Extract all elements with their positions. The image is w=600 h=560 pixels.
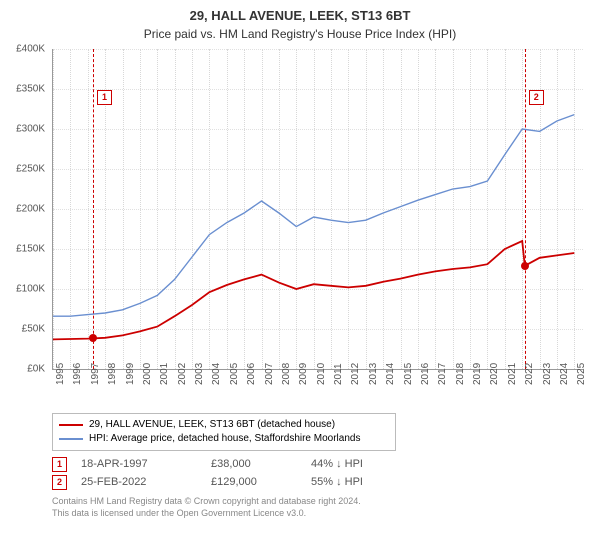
series-hpi <box>53 114 574 316</box>
sale-pct-2: 55% ↓ HPI <box>311 476 421 488</box>
sale-marker <box>521 262 529 270</box>
footer-line-1: Contains HM Land Registry data © Crown c… <box>52 496 590 508</box>
legend: 29, HALL AVENUE, LEEK, ST13 6BT (detache… <box>52 413 396 451</box>
series-svg <box>53 49 583 369</box>
legend-item-sold: 29, HALL AVENUE, LEEK, ST13 6BT (detache… <box>59 418 389 432</box>
sale-pct-1: 44% ↓ HPI <box>311 458 421 470</box>
x-tick-label: 2024 <box>559 363 570 385</box>
legend-item-hpi: HPI: Average price, detached house, Staf… <box>59 432 389 446</box>
x-tick-label: 2013 <box>368 363 379 385</box>
y-tick-label: £250K <box>0 163 45 174</box>
legend-label-hpi: HPI: Average price, detached house, Staf… <box>89 432 360 446</box>
x-tick-label: 2019 <box>472 363 483 385</box>
plot-region: 12 <box>52 49 583 370</box>
x-tick-label: 2000 <box>142 363 153 385</box>
y-tick-label: £50K <box>0 323 45 334</box>
x-tick-label: 2011 <box>333 363 344 385</box>
y-tick-label: £400K <box>0 43 45 54</box>
x-tick-label: 2017 <box>437 363 448 385</box>
x-tick-label: 2007 <box>264 363 275 385</box>
x-tick-label: 1995 <box>55 363 66 385</box>
x-tick-label: 2022 <box>524 363 535 385</box>
y-tick-label: £200K <box>0 203 45 214</box>
x-tick-label: 2014 <box>385 363 396 385</box>
x-tick-label: 2018 <box>455 363 466 385</box>
x-tick-label: 2009 <box>298 363 309 385</box>
footer-line-2: This data is licensed under the Open Gov… <box>52 508 590 520</box>
x-tick-label: 2021 <box>507 363 518 385</box>
sale-date-2: 25-FEB-2022 <box>81 476 211 488</box>
x-tick-label: 2008 <box>281 363 292 385</box>
y-tick-label: £350K <box>0 83 45 94</box>
x-tick-label: 2006 <box>246 363 257 385</box>
footer: Contains HM Land Registry data © Crown c… <box>52 496 590 519</box>
series-sold <box>53 241 574 339</box>
x-tick-label: 2004 <box>211 363 222 385</box>
legend-swatch-sold <box>59 424 83 426</box>
x-tick-label: 2005 <box>229 363 240 385</box>
sale-marker <box>89 334 97 342</box>
sale-price-2: £129,000 <box>211 476 311 488</box>
x-tick-label: 2010 <box>316 363 327 385</box>
sale-id-box-1: 1 <box>52 457 67 472</box>
x-tick-label: 1999 <box>125 363 136 385</box>
x-tick-label: 1996 <box>72 363 83 385</box>
sale-row-1: 1 18-APR-1997 £38,000 44% ↓ HPI <box>52 457 590 472</box>
x-tick-label: 2012 <box>350 363 361 385</box>
x-tick-label: 2015 <box>403 363 414 385</box>
x-tick-label: 2025 <box>576 363 587 385</box>
y-tick-label: £0K <box>0 363 45 374</box>
sales-table: 1 18-APR-1997 £38,000 44% ↓ HPI 2 25-FEB… <box>52 457 590 490</box>
x-tick-label: 2001 <box>159 363 170 385</box>
sale-row-2: 2 25-FEB-2022 £129,000 55% ↓ HPI <box>52 475 590 490</box>
page-title: 29, HALL AVENUE, LEEK, ST13 6BT <box>10 8 590 25</box>
y-tick-label: £150K <box>0 243 45 254</box>
chart-area: 12 £0K£50K£100K£150K£200K£250K£300K£350K… <box>10 49 590 409</box>
sale-date-1: 18-APR-1997 <box>81 458 211 470</box>
legend-swatch-hpi <box>59 438 83 440</box>
x-tick-label: 2003 <box>194 363 205 385</box>
sale-price-1: £38,000 <box>211 458 311 470</box>
y-tick-label: £100K <box>0 283 45 294</box>
x-tick-label: 2002 <box>177 363 188 385</box>
x-tick-label: 2023 <box>542 363 553 385</box>
x-tick-label: 2020 <box>489 363 500 385</box>
x-tick-label: 2016 <box>420 363 431 385</box>
sale-id-box-2: 2 <box>52 475 67 490</box>
page-subtitle: Price paid vs. HM Land Registry's House … <box>10 27 590 41</box>
chart-container: 29, HALL AVENUE, LEEK, ST13 6BT Price pa… <box>0 0 600 560</box>
legend-label-sold: 29, HALL AVENUE, LEEK, ST13 6BT (detache… <box>89 418 335 432</box>
y-tick-label: £300K <box>0 123 45 134</box>
x-tick-label: 1998 <box>107 363 118 385</box>
x-tick-label: 1997 <box>90 363 101 385</box>
